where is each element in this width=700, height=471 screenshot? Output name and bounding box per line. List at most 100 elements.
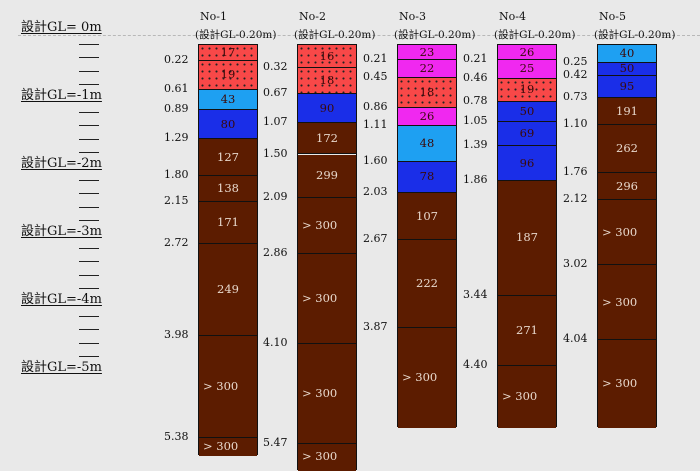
scale-tick: [79, 138, 99, 140]
soil-layer: > 300: [199, 437, 257, 456]
ground-level-line: [18, 35, 700, 36]
layer-value: 69: [519, 126, 535, 141]
depth-label: 0.21: [463, 52, 488, 66]
scale-label: 設計GL=-3m: [21, 224, 102, 239]
depth-label: 0.73: [563, 90, 588, 104]
depth-label: 4.40: [463, 358, 488, 372]
depth-label: 2.09: [263, 189, 288, 203]
layer-value: 262: [616, 141, 638, 156]
soil-layer: 25: [498, 60, 556, 79]
depth-label: 5.38: [164, 429, 189, 443]
soil-layer: > 300: [298, 197, 356, 254]
layer-value: 222: [416, 275, 438, 290]
soil-layer: 48: [398, 126, 456, 162]
layer-value: 19: [519, 82, 535, 97]
soil-layer: > 300: [398, 327, 456, 428]
scale-tick: [79, 274, 99, 276]
soil-layer: > 300: [598, 339, 656, 428]
scale-tick: [79, 57, 99, 59]
soil-layer: > 300: [498, 366, 556, 428]
scale-label: 設計GL=-5m: [21, 360, 102, 375]
depth-label: 1.60: [363, 153, 388, 167]
layer-value: 271: [516, 323, 538, 338]
layer-value: 43: [220, 91, 236, 106]
depth-label: 1.10: [563, 117, 588, 131]
layer-value: > 300: [602, 294, 638, 309]
depth-label: 0.22: [164, 53, 189, 67]
scale-tick: [79, 70, 99, 72]
depth-label: 0.21: [363, 52, 388, 66]
layer-value: 138: [217, 181, 239, 196]
datum-note: (設計GL-0.20m): [394, 29, 476, 41]
soil-layer: 18: [398, 77, 456, 108]
soil-column: 23 22 18 26 48 78 107 222 > 300: [397, 44, 457, 428]
layer-value: 18: [419, 84, 435, 99]
soil-layer: > 300: [199, 335, 257, 438]
soil-layer: 296: [598, 173, 656, 200]
depth-label: 3.87: [363, 319, 388, 333]
soil-layer: 262: [598, 125, 656, 174]
soil-layer: 299: [298, 154, 356, 198]
scale-tick: [79, 193, 99, 195]
depth-label: 0.67: [263, 85, 288, 99]
soil-layer: 69: [498, 121, 556, 147]
layer-value: 26: [419, 108, 435, 123]
scale-tick: [79, 84, 99, 86]
depth-label: 1.50: [263, 146, 288, 160]
depth-label: 0.86: [363, 99, 388, 113]
layer-value: 187: [516, 230, 538, 245]
depth-label: 0.78: [463, 93, 488, 107]
soil-layer: 138: [199, 176, 257, 202]
layer-value: > 300: [302, 449, 338, 464]
depth-label: 0.61: [164, 81, 189, 95]
soil-layer: 78: [398, 161, 456, 194]
soil-layer: 96: [498, 146, 556, 181]
depth-label: 0.25: [563, 55, 588, 69]
datum-note: (設計GL-0.20m): [494, 29, 576, 41]
layer-value: 18: [319, 73, 335, 88]
soil-layer: 127: [199, 139, 257, 177]
depth-label: 2.86: [263, 245, 288, 259]
layer-value: 48: [419, 135, 435, 150]
layer-value: > 300: [302, 217, 338, 232]
layer-value: > 300: [602, 224, 638, 239]
layer-value: 50: [519, 103, 535, 118]
depth-label: 1.05: [463, 113, 488, 127]
layer-value: 191: [616, 103, 638, 118]
depth-label: 2.15: [164, 193, 189, 207]
depth-label: 1.29: [164, 131, 189, 145]
borehole-name: No-5: [599, 10, 626, 23]
soil-layer: 191: [598, 98, 656, 126]
soil-layer: 23: [398, 45, 456, 61]
soil-layer: 43: [199, 89, 257, 110]
soil-layer: 95: [598, 75, 656, 99]
layer-value: 127: [217, 149, 239, 164]
depth-label: 4.04: [563, 331, 588, 345]
borehole-name: No-1: [200, 10, 227, 23]
soil-layer: 172: [298, 123, 356, 155]
depth-label: 0.45: [363, 69, 388, 83]
soil-column: 26 25 19 50 69 96 187 271 > 300: [497, 44, 557, 428]
depth-label: 3.44: [463, 288, 488, 302]
scale-tick: [79, 206, 99, 208]
depth-label: 1.76: [563, 165, 588, 179]
soil-layer: 249: [199, 243, 257, 336]
soil-column: 17 19 43 80 127 138 171 249 > 300 > 300: [198, 44, 258, 456]
soil-layer: 90: [298, 93, 356, 124]
soil-layer: > 300: [298, 444, 356, 471]
scale-tick: [79, 356, 99, 358]
scale-tick: [79, 152, 99, 154]
scale-label: 設計GL=-1m: [21, 88, 102, 103]
scale-tick: [79, 288, 99, 290]
depth-label: 4.10: [263, 336, 288, 350]
layer-value: 90: [319, 100, 335, 115]
soil-column: 40 50 95 191 262 296 > 300 > 300 > 300: [597, 44, 657, 428]
depth-label: 2.12: [563, 191, 588, 205]
depth-label: 2.67: [363, 231, 388, 245]
depth-label: 5.47: [263, 436, 288, 450]
soil-layer: 26: [498, 45, 556, 61]
scale-tick: [79, 43, 99, 45]
soil-layer: 187: [498, 180, 556, 297]
scale-label: 設計GL=-4m: [21, 292, 102, 307]
soil-layer: > 300: [298, 344, 356, 445]
